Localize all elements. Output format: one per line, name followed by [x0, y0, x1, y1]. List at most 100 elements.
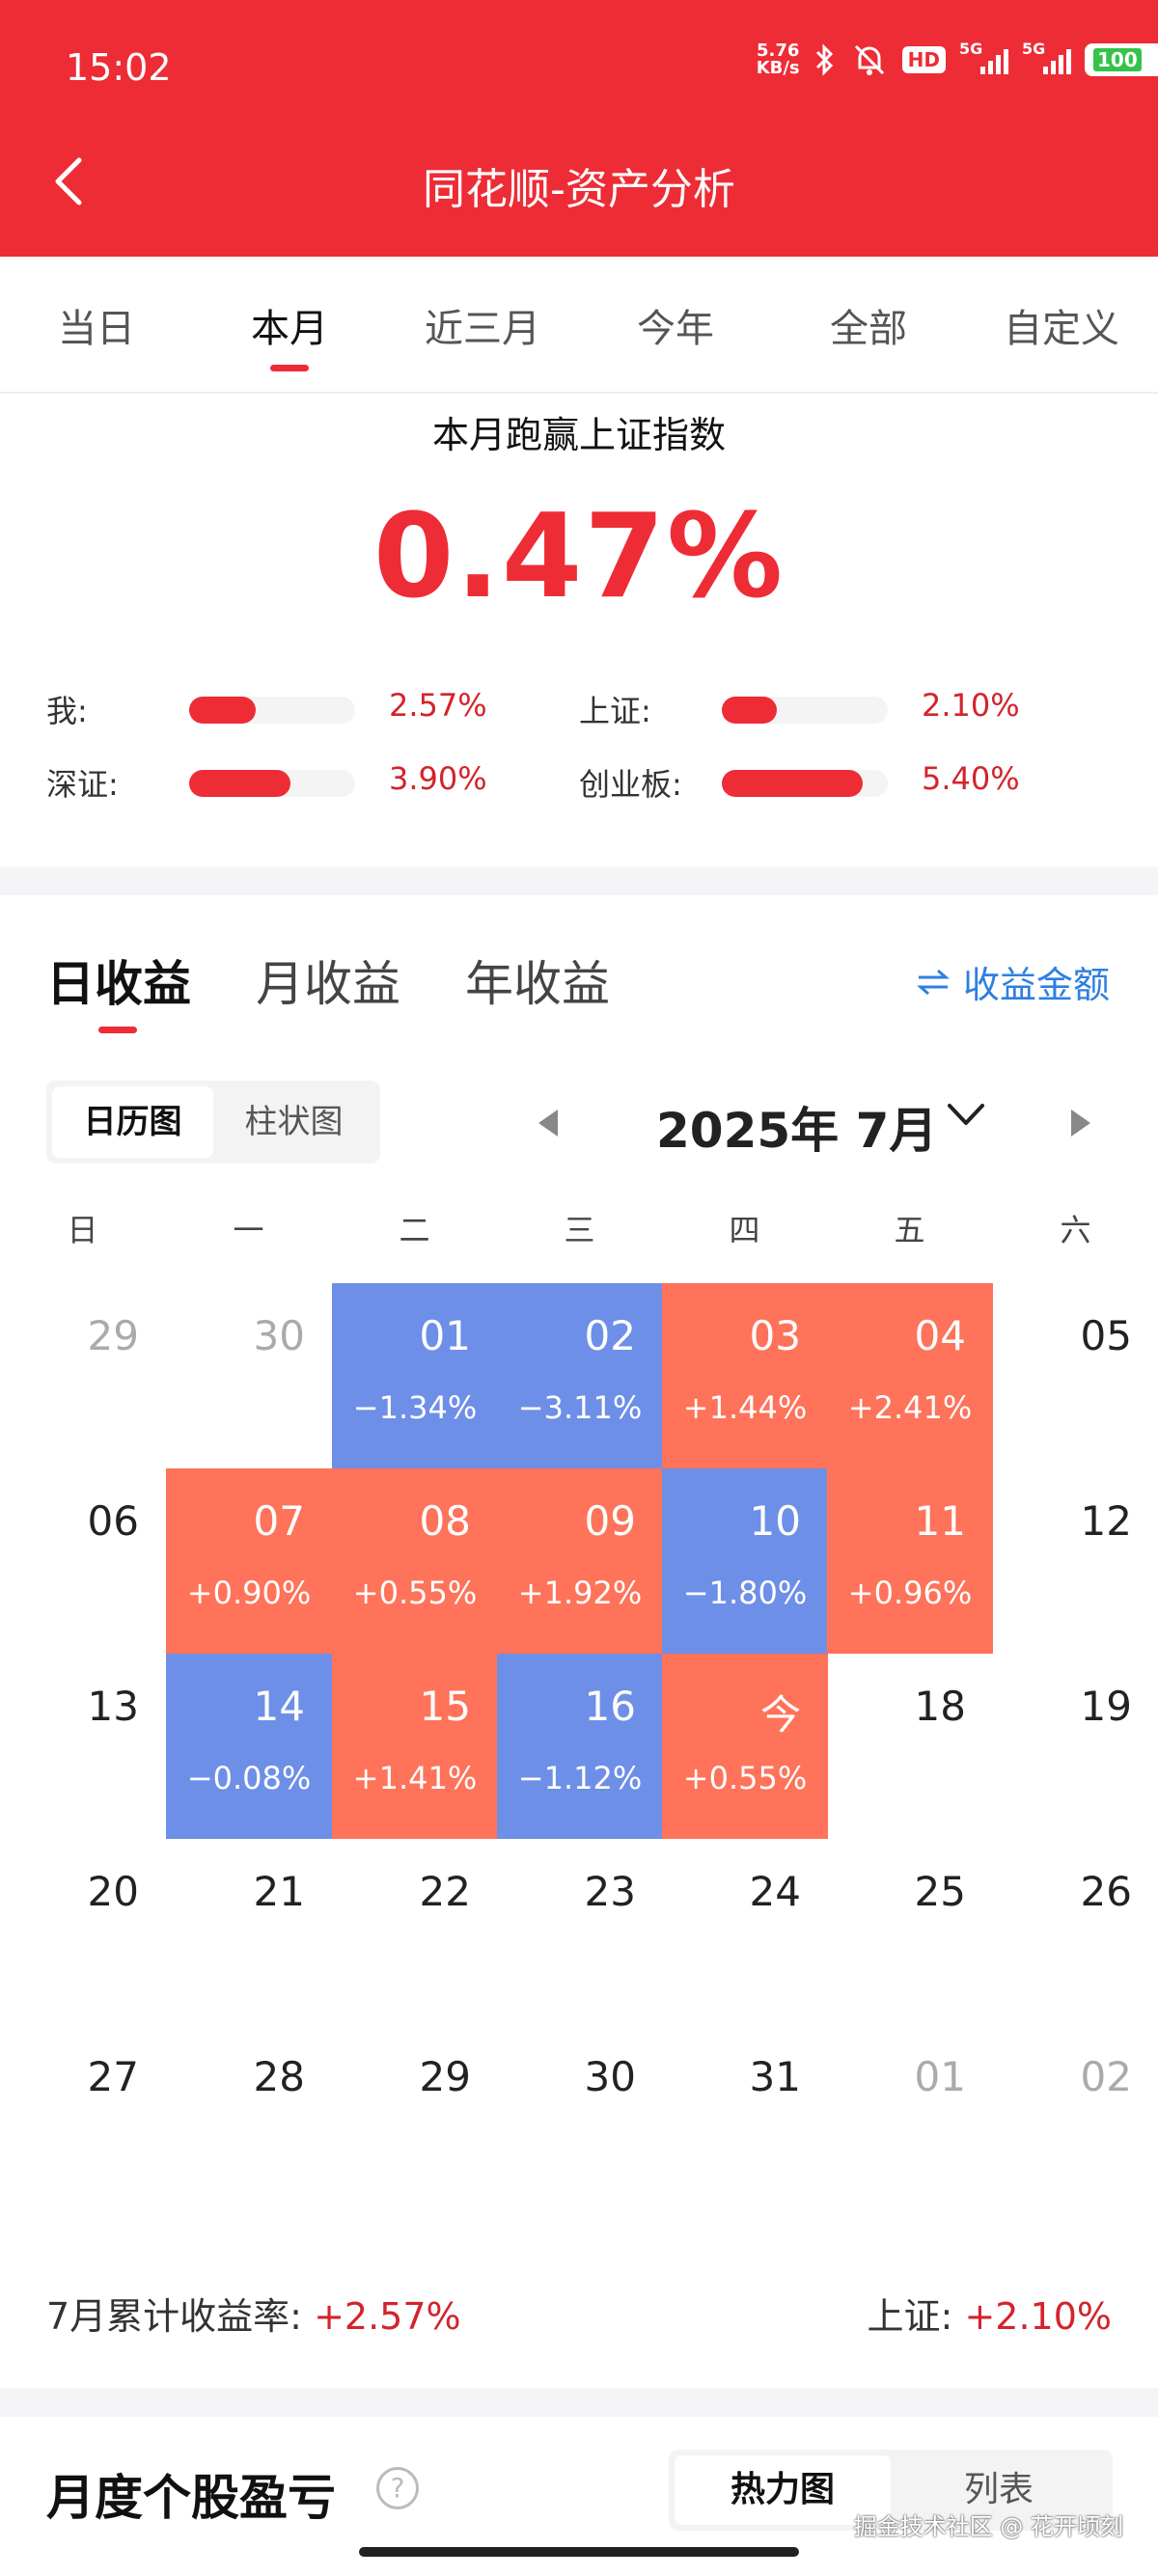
summary-value: 0.47% — [372, 490, 786, 624]
tab-all[interactable]: 全部 — [830, 307, 907, 351]
benchmark-track — [189, 770, 355, 797]
calendar-day[interactable]: 02 — [993, 2024, 1158, 2209]
tab-daily-earnings[interactable]: 日收益 — [46, 945, 191, 1033]
day-number: 05 — [1080, 1312, 1132, 1359]
calendar-day[interactable]: 09 +1.92% — [497, 1468, 663, 1654]
day-return: +1.41% — [352, 1760, 478, 1796]
weekday-label: 四 — [729, 1212, 760, 1248]
day-number: 31 — [749, 2053, 801, 2100]
day-return: +0.55% — [352, 1575, 478, 1611]
day-return: +0.96% — [847, 1575, 973, 1611]
calendar-day[interactable]: 30 — [497, 2024, 663, 2209]
tab-custom[interactable]: 自定义 — [1004, 307, 1119, 351]
section-title: 月度个股盈亏 — [46, 2470, 336, 2526]
day-number: 10 — [749, 1497, 801, 1545]
calendar-day[interactable]: 29 — [0, 1283, 166, 1468]
earnings-tabs: 日收益 月收益 年收益 收益金额 — [0, 895, 1158, 1040]
day-number: 13 — [87, 1683, 139, 1730]
calendar-day[interactable]: 25 — [827, 1839, 993, 2024]
day-number: 08 — [419, 1497, 471, 1545]
benchmark-shenzhen: 深证: 3.90% — [46, 756, 548, 805]
calendar-day[interactable]: 07 +0.90% — [166, 1468, 332, 1654]
calendar-day[interactable]: 27 — [0, 2024, 166, 2209]
calendar-day[interactable]: 28 — [166, 2024, 332, 2209]
calendar-day[interactable]: 04 +2.41% — [827, 1283, 993, 1468]
calendar-day[interactable]: 15 +1.41% — [332, 1654, 498, 1839]
calendar-day[interactable]: 02 −3.11% — [497, 1283, 663, 1468]
section-divider — [0, 2388, 1158, 2417]
tab-this-month[interactable]: 本月 — [193, 257, 386, 392]
home-indicator[interactable] — [359, 2547, 799, 2557]
day-number: 06 — [87, 1497, 139, 1545]
day-number: 21 — [253, 1868, 305, 1915]
benchmark-mine: 我: 2.57% — [46, 683, 548, 731]
day-number: 09 — [584, 1497, 636, 1545]
day-number: 11 — [914, 1497, 966, 1545]
calendar-day[interactable]: 21 — [166, 1839, 332, 2024]
back-arrow-icon[interactable] — [48, 154, 91, 208]
benchmark-value: 3.90% — [389, 760, 487, 797]
calendar-day[interactable]: 11 +0.96% — [827, 1468, 993, 1654]
next-month-icon[interactable] — [1071, 1110, 1090, 1137]
hd-badge: HD — [901, 46, 946, 73]
day-return: −1.80% — [682, 1575, 808, 1611]
calendar-day[interactable]: 24 — [662, 1839, 828, 2024]
day-number: 02 — [1080, 2053, 1132, 2100]
weekday-label: 五 — [894, 1212, 925, 1248]
calendar-day[interactable]: 20 — [0, 1839, 166, 2024]
calendar-day[interactable]: 10 −1.80% — [662, 1468, 828, 1654]
help-icon[interactable]: ? — [376, 2467, 419, 2509]
calendar-day[interactable]: 06 — [0, 1468, 166, 1654]
status-time: 15:02 — [66, 46, 172, 89]
day-return: −1.34% — [352, 1389, 478, 1426]
weekday-label: 一 — [233, 1212, 264, 1248]
view-calendar[interactable]: 日历图 — [52, 1086, 213, 1158]
day-number: 26 — [1080, 1868, 1132, 1915]
calendar-day[interactable]: 01 — [827, 2024, 993, 2209]
calendar-day[interactable]: 16 −1.12% — [497, 1654, 663, 1839]
calendar-day[interactable]: 26 — [993, 1839, 1158, 2024]
tab-today[interactable]: 当日 — [58, 307, 135, 351]
calendar-day[interactable]: 18 — [827, 1654, 993, 1839]
day-return: +2.41% — [847, 1389, 973, 1426]
benchmark-fill — [189, 770, 290, 797]
day-number: 29 — [87, 1312, 139, 1359]
calendar-day[interactable]: 14 −0.08% — [166, 1654, 332, 1839]
prev-month-icon[interactable] — [538, 1110, 558, 1137]
benchmark-chinext: 创业板: 5.40% — [579, 756, 1081, 805]
day-number: 07 — [253, 1497, 305, 1545]
calendar-day[interactable]: 23 — [497, 1839, 663, 2024]
calendar-day[interactable]: 今 +0.55% — [662, 1654, 828, 1839]
calendar-day[interactable]: 01 −1.34% — [332, 1283, 498, 1468]
tab-monthly-earnings[interactable]: 月收益 — [256, 956, 400, 1012]
day-return: +1.44% — [682, 1389, 808, 1426]
view-bar-chart[interactable]: 柱状图 — [244, 1103, 344, 1141]
stock-pnl-section: 月度个股盈亏 ? 热力图 列表 掘金技术社区 @ 花开顷刻 — [0, 2417, 1158, 2576]
calendar-day[interactable]: 31 — [662, 2024, 828, 2209]
calendar-day[interactable]: 19 — [993, 1654, 1158, 1839]
view-heatmap[interactable]: 热力图 — [675, 2455, 891, 2525]
calendar-day[interactable]: 30 — [166, 1283, 332, 1468]
calendar-day[interactable]: 22 — [332, 1839, 498, 2024]
heatmap-list-toggle: 热力图 列表 — [669, 2450, 1113, 2531]
chevron-down-icon[interactable] — [944, 1098, 988, 1133]
calendar-day[interactable]: 13 — [0, 1654, 166, 1839]
day-number: 02 — [584, 1312, 636, 1359]
day-return: +0.90% — [186, 1575, 312, 1611]
day-number: 20 — [87, 1868, 139, 1915]
calendar-day[interactable]: 05 — [993, 1283, 1158, 1468]
calendar-day[interactable]: 12 — [993, 1468, 1158, 1654]
view-list[interactable]: 列表 — [963, 2470, 1034, 2509]
page-title: 同花顺-资产分析 — [423, 165, 735, 214]
calendar-day[interactable]: 03 +1.44% — [662, 1283, 828, 1468]
month-label[interactable]: 2025年 7月 — [656, 1103, 938, 1159]
tab-this-year[interactable]: 今年 — [637, 307, 714, 351]
benchmark-value: 5.40% — [922, 760, 1020, 797]
tab-yearly-earnings[interactable]: 年收益 — [465, 956, 610, 1012]
earnings-amount-toggle[interactable]: 收益金额 — [916, 955, 1110, 1008]
tab-three-months[interactable]: 近三月 — [425, 307, 540, 351]
calendar-day[interactable]: 29 — [332, 2024, 498, 2209]
calendar-day[interactable]: 08 +0.55% — [332, 1468, 498, 1654]
benchmark-label: 上证: — [579, 693, 651, 729]
benchmark-fill — [722, 770, 864, 797]
